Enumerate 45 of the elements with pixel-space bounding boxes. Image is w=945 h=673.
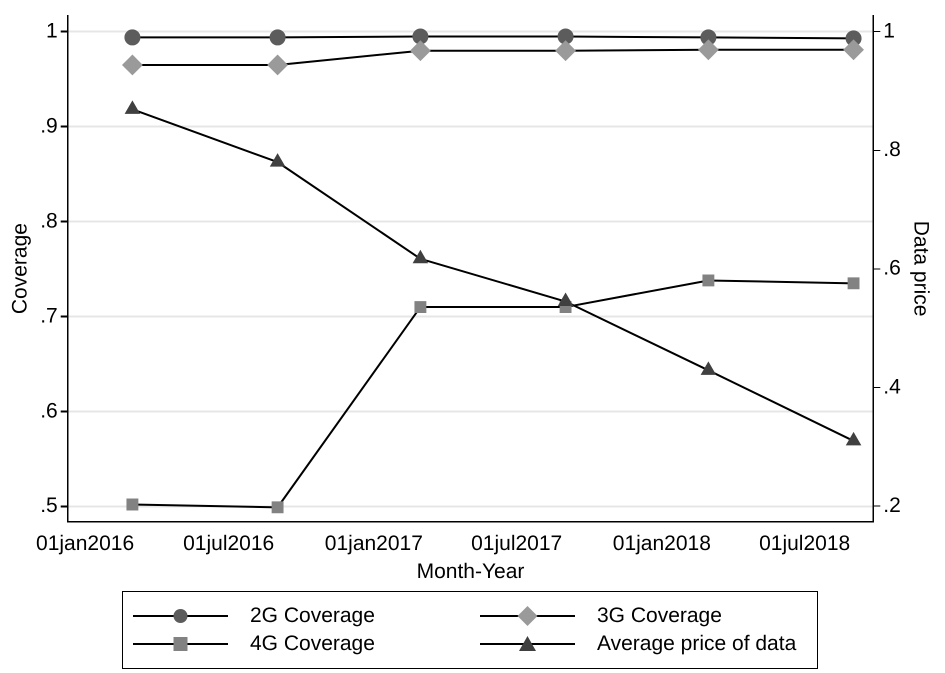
x-tick-label: 01jul2017	[471, 532, 562, 555]
point	[848, 277, 860, 290]
y-tick-label: .7	[40, 304, 58, 328]
y2-tick-label: .2	[883, 494, 901, 517]
y-axis-title: Coverage	[8, 223, 32, 314]
y2-tick-label: .6	[883, 256, 901, 280]
point	[270, 29, 286, 46]
point	[270, 154, 285, 167]
point	[125, 101, 140, 114]
legend-label: 3G Coverage	[597, 604, 722, 628]
point	[701, 362, 716, 375]
y-tick-label: .6	[40, 399, 58, 422]
y2-tick-label: .8	[883, 138, 901, 162]
legend-label: Average price of data	[597, 632, 796, 656]
y-tick-label: .9	[40, 114, 58, 138]
y-tick-label: .5	[40, 494, 58, 518]
point	[122, 54, 142, 75]
point	[268, 54, 288, 75]
legend-label: 4G Coverage	[250, 632, 375, 656]
point	[698, 40, 718, 60]
point	[558, 294, 573, 306]
y-tick-label: 1	[46, 20, 58, 43]
x-tick-label: 01jan2016	[36, 532, 134, 555]
x-tick-label: 01jul2016	[183, 532, 274, 555]
x-axis-title: Month-Year	[416, 560, 524, 584]
point	[556, 40, 576, 61]
x-tick-label: 01jan2017	[324, 532, 423, 555]
point	[558, 28, 574, 44]
point	[412, 28, 428, 44]
point	[846, 432, 861, 446]
point	[702, 274, 714, 286]
legend-label: 2G Coverage	[250, 604, 375, 628]
point	[126, 498, 138, 510]
y2-tick-label: 1	[883, 19, 895, 42]
x-tick-label: 01jul2018	[759, 532, 850, 555]
point	[272, 501, 284, 514]
point	[124, 29, 140, 46]
y2-axis-title: Data price	[910, 220, 933, 316]
point	[413, 250, 428, 264]
y-tick-label: .8	[40, 209, 58, 232]
point	[844, 40, 864, 60]
point	[410, 40, 430, 61]
x-tick-label: 01jan2018	[612, 532, 711, 555]
y2-tick-label: .4	[883, 375, 902, 398]
point	[414, 301, 426, 313]
